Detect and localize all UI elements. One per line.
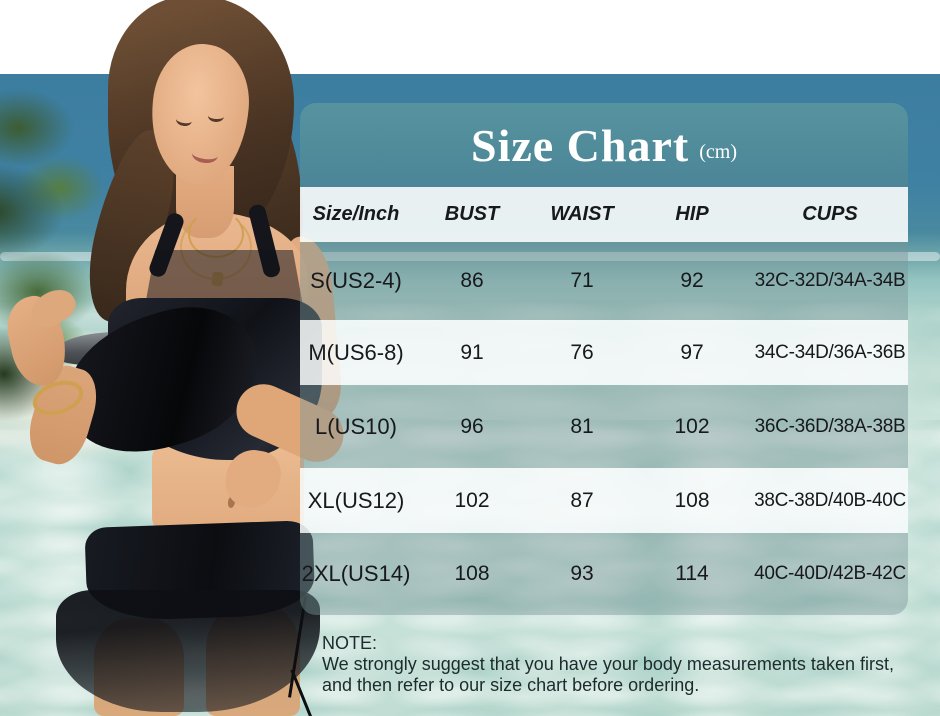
cell-bust: 96	[460, 414, 484, 438]
size-chart-title-bar: Size Chart (cm)	[300, 103, 908, 187]
cell-cups: 32C-32D/34A-34B	[754, 270, 906, 291]
table-row-s: S(US2-4) 86 71 92 32C-32D/34A-34B	[300, 242, 908, 320]
cell-hip: 92	[680, 269, 704, 292]
note-line-1: We strongly suggest that you have your b…	[322, 654, 894, 674]
cell-cups: 38C-38D/40B-40C	[754, 489, 906, 511]
cell-hip: 114	[675, 562, 709, 585]
size-chart-panel: Size Chart (cm) Size/Inch BUST WAIST HIP…	[300, 103, 908, 615]
cell-hip: 97	[680, 340, 704, 364]
cell-bust: 86	[460, 269, 484, 292]
note-label: NOTE:	[322, 633, 378, 653]
column-header-cups: CUPS	[802, 203, 858, 225]
column-header-waist: WAIST	[550, 203, 614, 225]
table-row-m: M(US6-8) 91 76 97 34C-34D/36A-36B	[300, 320, 908, 385]
cell-bust: 102	[454, 488, 490, 512]
table-row-l: L(US10) 96 81 102 36C-36D/38A-38B	[300, 385, 908, 468]
palm-foliage	[0, 62, 142, 432]
cell-bust: 108	[454, 562, 490, 585]
size-chart-unit-label: (cm)	[699, 140, 737, 163]
cell-waist: 71	[570, 269, 594, 292]
column-header-row: Size/Inch BUST WAIST HIP CUPS	[300, 187, 908, 242]
cell-cups: 36C-36D/38A-38B	[754, 415, 906, 437]
cell-bust: 91	[460, 340, 484, 364]
cell-cups: 34C-34D/36A-36B	[754, 341, 906, 363]
cell-hip: 108	[674, 488, 710, 512]
column-header-hip: HIP	[675, 203, 709, 225]
cell-hip: 102	[674, 414, 710, 438]
cell-waist: 76	[570, 340, 594, 364]
cell-size: 2XL(US14)	[301, 561, 411, 586]
table-row-xl: XL(US12) 102 87 108 38C-38D/40B-40C	[300, 468, 908, 533]
cell-size: M(US6-8)	[308, 339, 404, 365]
cell-cups: 40C-40D/42B-42C	[754, 563, 906, 584]
cell-size: XL(US12)	[307, 487, 405, 513]
cell-size: L(US10)	[315, 413, 397, 439]
horizon-wave-line	[0, 252, 940, 261]
size-chart-title: Size Chart	[470, 119, 690, 171]
note-line-2: and then refer to our size chart before …	[322, 675, 700, 695]
column-header-bust: BUST	[444, 203, 500, 225]
column-header-size: Size/Inch	[312, 203, 400, 225]
cell-waist: 87	[570, 488, 594, 512]
table-row-2xl: 2XL(US14) 108 93 114 40C-40D/42B-42C	[300, 533, 908, 615]
cell-waist: 93	[570, 562, 594, 585]
note-block: NOTE: We strongly suggest that you have …	[322, 633, 922, 696]
cell-waist: 81	[570, 414, 594, 438]
cell-size: S(US2-4)	[310, 268, 402, 293]
